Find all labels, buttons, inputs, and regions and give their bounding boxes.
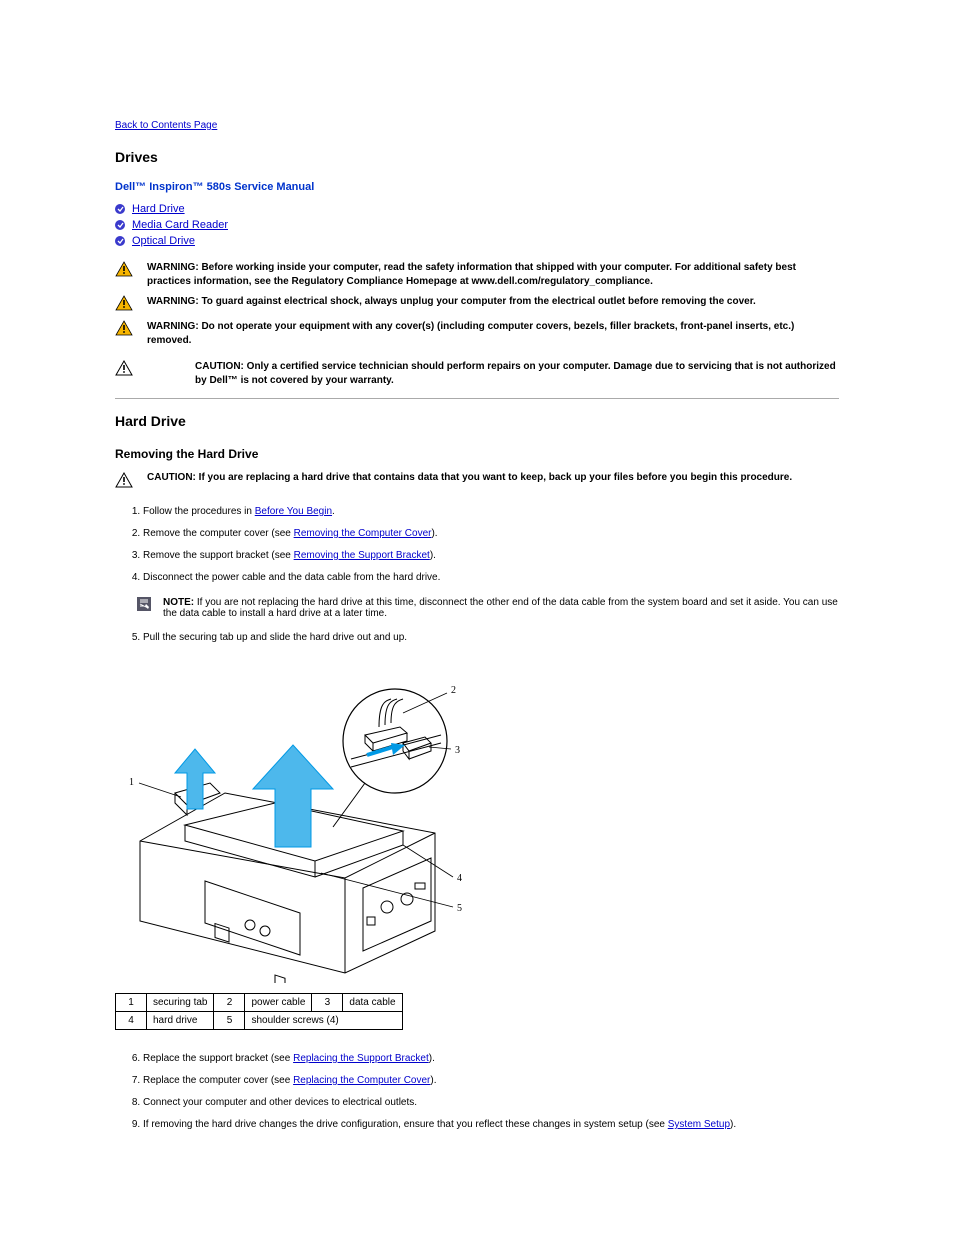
- step-text-post: ).: [431, 528, 437, 539]
- callout-label: shoulder screws (4): [245, 1012, 402, 1030]
- step-text-post: ).: [430, 550, 436, 561]
- step-text-post: ).: [429, 1053, 435, 1064]
- hard-drive-diagram: 1 2 3 4 5: [115, 663, 475, 983]
- step-link[interactable]: Replacing the Computer Cover: [293, 1075, 430, 1086]
- callout-num: 2: [214, 994, 245, 1012]
- callout-table: 1 securing tab 2 power cable 3 data cabl…: [115, 993, 403, 1030]
- toc-item: Media Card Reader: [115, 217, 839, 233]
- step: If removing the hard drive changes the d…: [143, 1114, 839, 1136]
- note-icon: [137, 597, 155, 614]
- warning-text: WARNING: To guard against electrical sho…: [147, 295, 756, 309]
- warning-icon: [115, 295, 137, 314]
- section-heading: Hard Drive: [115, 413, 839, 429]
- warning-icon: [115, 320, 137, 339]
- step: Replace the computer cover (see Replacin…: [143, 1070, 839, 1092]
- callout-label: power cable: [245, 994, 312, 1012]
- toc-link-optical-drive[interactable]: Optical Drive: [132, 233, 195, 249]
- back-to-contents-link[interactable]: Back to Contents Page: [115, 120, 839, 131]
- step-link[interactable]: Replacing the Support Bracket: [293, 1053, 429, 1064]
- steps-list: Replace the support bracket (see Replaci…: [115, 1048, 839, 1136]
- step-text-post: ).: [730, 1119, 736, 1130]
- svg-text:4: 4: [457, 873, 462, 884]
- step-link[interactable]: Removing the Computer Cover: [294, 528, 432, 539]
- manual-title: Dell™ Inspiron™ 580s Service Manual: [115, 181, 839, 193]
- note-row: NOTE: If you are not replacing the hard …: [137, 597, 839, 619]
- step-text: Remove the support bracket (see: [143, 550, 294, 561]
- table-of-contents: Hard Drive Media Card Reader Optical Dri…: [115, 201, 839, 249]
- warning-row: WARNING: Do not operate your equipment w…: [115, 320, 839, 348]
- table-row: 4 hard drive 5 shoulder screws (4): [116, 1012, 403, 1030]
- note-text: NOTE: If you are not replacing the hard …: [163, 597, 839, 619]
- bullet-icon: [115, 220, 125, 230]
- callout-num: 1: [116, 994, 147, 1012]
- step-text-post: .: [332, 506, 335, 517]
- step-link[interactable]: Removing the Support Bracket: [294, 550, 430, 561]
- step-link[interactable]: System Setup: [668, 1119, 730, 1130]
- svg-text:3: 3: [455, 745, 460, 756]
- step-text: Pull the securing tab up and slide the h…: [143, 632, 407, 643]
- toc-item: Hard Drive: [115, 201, 839, 217]
- callout-num: 5: [214, 1012, 245, 1030]
- caution-label: CAUTION:: [147, 472, 196, 483]
- toc-link-hard-drive[interactable]: Hard Drive: [132, 201, 185, 217]
- step-text-post: ).: [430, 1075, 436, 1086]
- table-row: 1 securing tab 2 power cable 3 data cabl…: [116, 994, 403, 1012]
- step-text: If removing the hard drive changes the d…: [143, 1119, 668, 1130]
- svg-text:1: 1: [129, 777, 134, 788]
- bullet-icon: [115, 204, 125, 214]
- callout-num: 4: [116, 1012, 147, 1030]
- separator: [115, 398, 839, 399]
- subsection-heading: Removing the Hard Drive: [115, 447, 839, 461]
- svg-text:5: 5: [457, 903, 462, 914]
- toc-link-media-card-reader[interactable]: Media Card Reader: [132, 217, 228, 233]
- step: Disconnect the power cable and the data …: [143, 567, 839, 589]
- note-label: NOTE:: [163, 597, 194, 608]
- step: Pull the securing tab up and slide the h…: [143, 627, 839, 649]
- note-body: If you are not replacing the hard drive …: [163, 597, 838, 619]
- callout-label: data cable: [343, 994, 402, 1012]
- caution-text: CAUTION: Only a certified service techni…: [147, 360, 839, 388]
- step: Remove the support bracket (see Removing…: [143, 545, 839, 567]
- steps-list: Follow the procedures in Before You Begi…: [115, 501, 839, 589]
- callout-label: hard drive: [147, 1012, 214, 1030]
- warning-row: WARNING: To guard against electrical sho…: [115, 295, 839, 314]
- step: Replace the support bracket (see Replaci…: [143, 1048, 839, 1070]
- step-text: Follow the procedures in: [143, 506, 255, 517]
- svg-text:2: 2: [451, 685, 456, 696]
- step-text: Replace the support bracket (see: [143, 1053, 293, 1064]
- caution-text: CAUTION: If you are replacing a hard dri…: [147, 471, 792, 485]
- step-link[interactable]: Before You Begin: [255, 506, 332, 517]
- callout-label: securing tab: [147, 994, 214, 1012]
- warning-text: WARNING: Before working inside your comp…: [147, 261, 839, 289]
- caution-inline: CAUTION: If you are replacing a hard dri…: [115, 471, 839, 491]
- warning-icon: [115, 261, 137, 280]
- step-text: Disconnect the power cable and the data …: [143, 572, 440, 583]
- caution-icon: [115, 472, 137, 491]
- caution-row: CAUTION: Only a certified service techni…: [115, 360, 839, 388]
- step-text: Remove the computer cover (see: [143, 528, 294, 539]
- step: Remove the computer cover (see Removing …: [143, 523, 839, 545]
- caution-icon: [115, 360, 137, 379]
- bullet-icon: [115, 236, 125, 246]
- page-heading: Drives: [115, 149, 839, 165]
- step-text: Connect your computer and other devices …: [143, 1097, 417, 1108]
- warning-row: WARNING: Before working inside your comp…: [115, 261, 839, 289]
- steps-list: Pull the securing tab up and slide the h…: [115, 627, 839, 649]
- step: Follow the procedures in Before You Begi…: [143, 501, 839, 523]
- caution-body: If you are replacing a hard drive that c…: [199, 472, 792, 483]
- toc-item: Optical Drive: [115, 233, 839, 249]
- figure: 1 2 3 4 5: [115, 663, 839, 983]
- step: Connect your computer and other devices …: [143, 1092, 839, 1114]
- step-text: Replace the computer cover (see: [143, 1075, 293, 1086]
- warning-text: WARNING: Do not operate your equipment w…: [147, 320, 839, 348]
- callout-num: 3: [312, 994, 343, 1012]
